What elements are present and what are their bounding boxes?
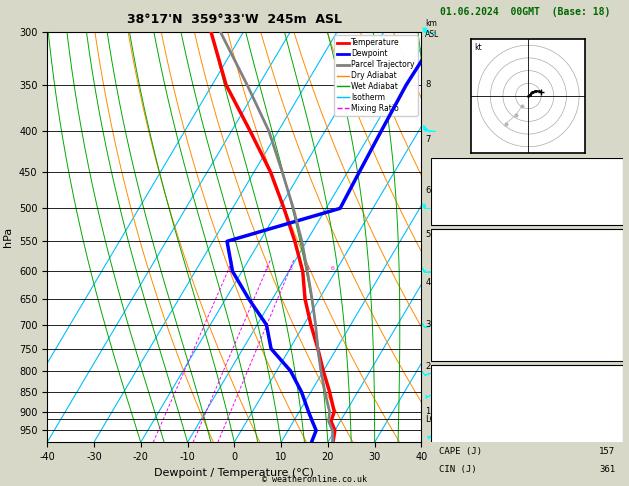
- Text: CAPE (J): CAPE (J): [438, 447, 482, 456]
- Text: PW (cm): PW (cm): [438, 202, 476, 211]
- Y-axis label: hPa: hPa: [3, 227, 13, 247]
- Text: 5: 5: [425, 230, 430, 240]
- Text: 7: 7: [425, 135, 430, 144]
- Text: Totals Totals: Totals Totals: [438, 184, 508, 192]
- Text: Lifted Index: Lifted Index: [438, 311, 503, 319]
- Bar: [431, 365, 623, 479]
- Text: km
ASL: km ASL: [425, 19, 440, 38]
- Text: 6: 6: [331, 266, 335, 271]
- Text: 2: 2: [265, 266, 269, 271]
- Bar: [431, 229, 623, 361]
- Title: 38°17'N  359°33'W  245m  ASL: 38°17'N 359°33'W 245m ASL: [127, 13, 342, 26]
- Text: 361: 361: [599, 347, 615, 356]
- Text: 1: 1: [425, 407, 430, 416]
- Legend: Temperature, Dewpoint, Parcel Trajectory, Dry Adiabat, Wet Adiabat, Isotherm, Mi: Temperature, Dewpoint, Parcel Trajectory…: [334, 35, 418, 116]
- Text: Temp (°C): Temp (°C): [438, 255, 487, 264]
- Text: LCL: LCL: [425, 415, 440, 424]
- Text: 3: 3: [288, 266, 292, 271]
- Text: CAPE (J): CAPE (J): [438, 329, 482, 338]
- Text: -1: -1: [604, 311, 615, 319]
- Text: 983: 983: [599, 392, 615, 400]
- Text: CIN (J): CIN (J): [438, 347, 476, 356]
- X-axis label: Dewpoint / Temperature (°C): Dewpoint / Temperature (°C): [154, 468, 314, 478]
- Text: 4: 4: [306, 266, 309, 271]
- Text: 47: 47: [604, 184, 615, 192]
- Text: 330: 330: [599, 292, 615, 301]
- Text: Surface: Surface: [508, 235, 545, 243]
- Bar: [431, 484, 623, 486]
- Bar: [431, 158, 623, 225]
- Text: 1: 1: [227, 266, 231, 271]
- Text: © weatheronline.co.uk: © weatheronline.co.uk: [262, 474, 367, 484]
- Text: K: K: [438, 165, 444, 174]
- Text: θᵉ (K): θᵉ (K): [438, 410, 470, 419]
- Text: 361: 361: [599, 466, 615, 474]
- Text: 330: 330: [599, 410, 615, 419]
- Text: Dewp (°C): Dewp (°C): [438, 274, 487, 282]
- Text: Mixing Ratio (g/kg): Mixing Ratio (g/kg): [442, 229, 452, 302]
- Text: 16.5: 16.5: [594, 274, 615, 282]
- Text: 8: 8: [425, 80, 430, 89]
- Text: 6: 6: [425, 186, 430, 195]
- Text: 4: 4: [425, 278, 430, 287]
- Text: 3: 3: [425, 320, 430, 330]
- Text: Lifted Index: Lifted Index: [438, 429, 503, 437]
- Text: 157: 157: [599, 447, 615, 456]
- Text: 2.64: 2.64: [594, 202, 615, 211]
- Text: 157: 157: [599, 329, 615, 338]
- Text: kt: kt: [474, 43, 481, 52]
- Text: 01.06.2024  00GMT  (Base: 18): 01.06.2024 00GMT (Base: 18): [440, 7, 610, 17]
- Text: -1: -1: [604, 429, 615, 437]
- Text: Pressure (mb): Pressure (mb): [438, 392, 508, 400]
- Text: 25: 25: [604, 165, 615, 174]
- Text: 2: 2: [425, 362, 430, 371]
- Text: CIN (J): CIN (J): [438, 466, 476, 474]
- Text: Most Unstable: Most Unstable: [492, 371, 562, 380]
- Text: θᵉ(K): θᵉ(K): [438, 292, 465, 301]
- Text: 21.1: 21.1: [594, 255, 615, 264]
